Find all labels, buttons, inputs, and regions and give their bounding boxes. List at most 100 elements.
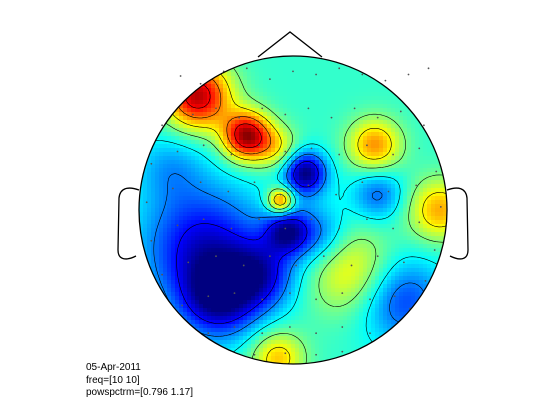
- map-cell: [239, 308, 244, 313]
- map-cell: [287, 224, 292, 229]
- map-cell: [315, 332, 320, 337]
- map-cell: [335, 164, 340, 169]
- map-cell: [343, 192, 348, 197]
- map-cell: [307, 284, 312, 289]
- map-cell: [291, 200, 296, 205]
- map-cell: [379, 188, 384, 193]
- map-cell: [339, 300, 344, 305]
- map-cell: [435, 280, 440, 285]
- map-cell: [323, 88, 328, 93]
- map-cell: [275, 120, 280, 125]
- map-cell: [283, 256, 288, 261]
- map-cell: [219, 76, 224, 81]
- map-cell: [403, 168, 408, 173]
- map-cell: [419, 300, 424, 305]
- map-cell: [215, 236, 220, 241]
- map-cell: [339, 340, 344, 345]
- map-cell: [295, 116, 300, 121]
- map-cell: [279, 352, 284, 357]
- map-cell: [243, 168, 248, 173]
- map-cell: [387, 312, 392, 317]
- map-cell: [387, 256, 392, 261]
- map-cell: [375, 152, 380, 157]
- map-cell: [359, 184, 364, 189]
- map-cell: [335, 108, 340, 113]
- map-cell: [439, 260, 444, 265]
- map-cell: [395, 248, 400, 253]
- map-cell: [147, 160, 152, 165]
- map-cell: [291, 300, 296, 305]
- map-cell: [271, 140, 276, 145]
- map-cell: [263, 160, 268, 165]
- map-cell: [343, 136, 348, 141]
- map-cell: [183, 280, 188, 285]
- map-cell: [227, 132, 232, 137]
- map-cell: [267, 96, 272, 101]
- map-cell: [311, 256, 316, 261]
- map-cell: [363, 304, 368, 309]
- map-cell: [271, 120, 276, 125]
- map-cell: [291, 216, 296, 221]
- map-cell: [155, 168, 160, 173]
- map-cell: [323, 60, 328, 65]
- map-cell: [383, 176, 388, 181]
- map-cell: [255, 276, 260, 281]
- map-cell: [391, 148, 396, 153]
- map-cell: [227, 136, 232, 141]
- map-cell: [263, 352, 268, 357]
- map-cell: [275, 288, 280, 293]
- map-cell: [231, 264, 236, 269]
- map-cell: [363, 64, 368, 69]
- map-cell: [195, 336, 200, 341]
- map-cell: [391, 168, 396, 173]
- map-cell: [255, 156, 260, 161]
- map-cell: [247, 272, 252, 277]
- map-cell: [379, 192, 384, 197]
- map-cell: [311, 208, 316, 213]
- map-cell: [235, 76, 240, 81]
- map-cell: [395, 136, 400, 141]
- map-cell: [427, 160, 432, 165]
- map-cell: [235, 292, 240, 297]
- map-cell: [215, 216, 220, 221]
- map-cell: [355, 332, 360, 337]
- map-cell: [279, 96, 284, 101]
- map-cell: [311, 220, 316, 225]
- map-cell: [251, 172, 256, 177]
- map-cell: [299, 84, 304, 89]
- map-cell: [279, 144, 284, 149]
- map-cell: [155, 252, 160, 257]
- map-cell: [235, 224, 240, 229]
- map-cell: [375, 248, 380, 253]
- map-cell: [271, 68, 276, 73]
- map-cell: [259, 276, 264, 281]
- map-cell: [307, 216, 312, 221]
- map-cell: [219, 196, 224, 201]
- map-cell: [259, 72, 264, 77]
- map-cell: [299, 144, 304, 149]
- map-cell: [403, 248, 408, 253]
- map-cell: [331, 340, 336, 345]
- map-cell: [207, 200, 212, 205]
- map-cell: [271, 352, 276, 357]
- map-cell: [327, 340, 332, 345]
- map-cell: [371, 316, 376, 321]
- map-cell: [387, 276, 392, 281]
- map-cell: [307, 140, 312, 145]
- map-cell: [211, 296, 216, 301]
- map-cell: [167, 276, 172, 281]
- map-cell: [183, 328, 188, 333]
- map-cell: [415, 176, 420, 181]
- map-cell: [399, 204, 404, 209]
- map-cell: [255, 248, 260, 253]
- map-cell: [419, 216, 424, 221]
- map-cell: [235, 120, 240, 125]
- map-cell: [391, 204, 396, 209]
- map-cell: [363, 216, 368, 221]
- map-cell: [147, 228, 152, 233]
- map-cell: [315, 168, 320, 173]
- map-cell: [427, 184, 432, 189]
- map-cell: [323, 344, 328, 349]
- map-cell: [251, 328, 256, 333]
- map-cell: [331, 220, 336, 225]
